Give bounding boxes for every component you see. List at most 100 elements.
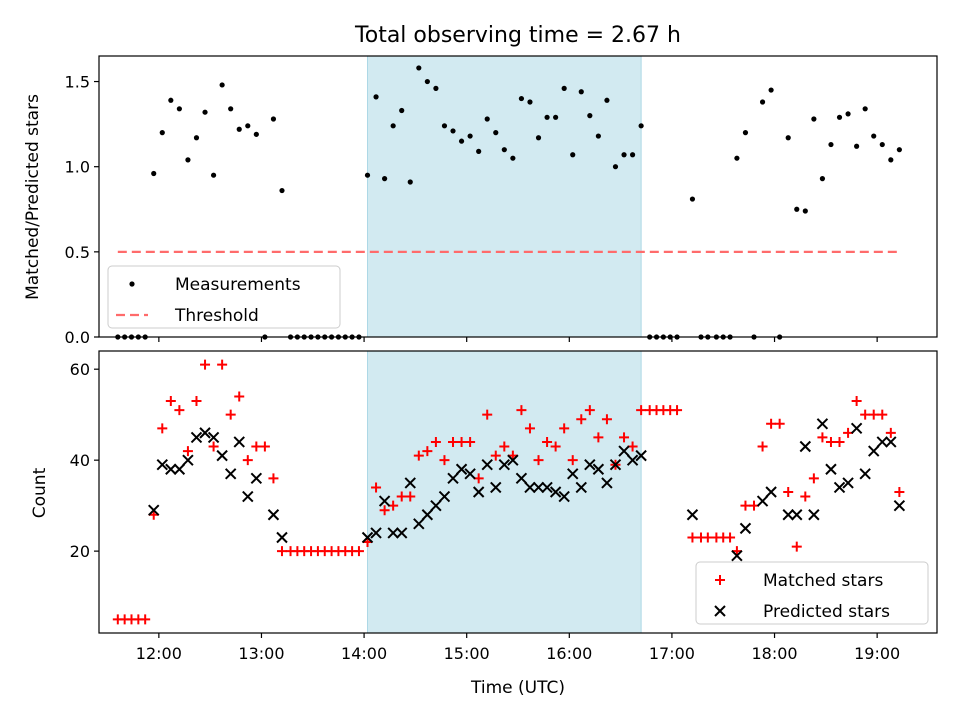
data-point (182, 446, 193, 457)
data-point (612, 164, 619, 170)
x-tick-label: 12:00 (136, 644, 182, 663)
data-point (888, 157, 894, 163)
data-point (601, 477, 613, 489)
data-point (876, 436, 888, 448)
data-point (276, 546, 287, 557)
data-point (638, 123, 644, 129)
data-point (765, 486, 777, 498)
data-point (725, 532, 736, 543)
x-tick-label: 14:00 (341, 644, 387, 663)
data-point (567, 468, 579, 480)
data-point (686, 509, 699, 521)
data-point (399, 107, 405, 114)
data-point (811, 116, 817, 122)
data-point (689, 196, 696, 202)
y-tick-label: 40 (70, 451, 90, 470)
data-point (817, 432, 828, 443)
data-point (518, 95, 525, 102)
highlight-span (367, 55, 642, 338)
data-point (533, 455, 544, 466)
x-tick-label: 17:00 (649, 644, 695, 663)
data-point (629, 152, 636, 158)
data-point (165, 396, 176, 407)
data-point (794, 206, 800, 212)
data-point (225, 409, 236, 420)
y-tick-label: 1.5 (65, 73, 90, 92)
data-point (731, 549, 743, 562)
data-point (395, 527, 408, 539)
data-point (190, 431, 203, 444)
data-point (210, 172, 217, 178)
data-point (584, 405, 595, 416)
data-point (859, 468, 871, 480)
data-point (159, 130, 165, 136)
data-point (561, 85, 567, 91)
data-point (816, 418, 829, 430)
data-point (535, 135, 542, 141)
legend-box (695, 561, 929, 625)
data-point (202, 109, 208, 115)
data-point (234, 391, 245, 402)
data-point (860, 409, 871, 420)
series-measurements (115, 65, 902, 340)
data-point (207, 431, 220, 444)
data-point (208, 441, 219, 452)
data-point (524, 481, 536, 494)
data-point (808, 509, 820, 521)
data-point (894, 487, 905, 497)
data-point (148, 504, 160, 516)
axes-frame (98, 350, 938, 634)
data-point (448, 436, 459, 447)
data-point (524, 423, 535, 434)
data-point (515, 472, 528, 485)
legend-label: Matched stars (763, 571, 883, 591)
data-point (734, 155, 740, 161)
data-point (464, 468, 476, 480)
data-point (871, 133, 877, 139)
data-point (438, 490, 451, 503)
data-point (498, 459, 511, 471)
data-point (802, 208, 808, 214)
data-point (396, 491, 407, 502)
top-panel: 0.0 0.5 1.0 1.5 Measurements Threshold (65, 55, 938, 347)
data-point (482, 409, 493, 420)
data-point (532, 481, 545, 494)
data-point (157, 423, 168, 434)
data-point (422, 446, 433, 457)
data-point (774, 418, 785, 429)
data-point (199, 427, 211, 439)
data-point (228, 106, 234, 112)
data-point (371, 482, 382, 493)
data-point (618, 445, 630, 457)
data-point (636, 405, 647, 416)
data-point (242, 455, 253, 466)
y-tick-label: 60 (70, 360, 90, 379)
data-point (836, 114, 843, 120)
data-point (550, 441, 561, 452)
data-point (472, 486, 485, 498)
data-point (672, 405, 683, 416)
legend-label: Threshold (174, 306, 259, 326)
y-tick-label: 0.0 (65, 328, 90, 347)
data-point (558, 490, 570, 503)
data-point (740, 500, 751, 511)
legend-marker (715, 575, 725, 585)
data-point (782, 509, 794, 521)
x-tick-label: 13:00 (238, 644, 284, 663)
data-point (785, 135, 791, 141)
data-point (702, 532, 713, 543)
data-point (842, 477, 854, 489)
legend-box (107, 265, 341, 329)
data-point (578, 89, 584, 95)
data-point (791, 541, 802, 552)
data-point (456, 436, 467, 447)
data-point (176, 106, 182, 112)
data-point (570, 152, 576, 158)
top-chart-title: Total observing time = 2.67 h (354, 23, 681, 48)
axes-frame (98, 55, 938, 338)
data-point (270, 116, 277, 122)
legend: Matched stars Predicted stars (695, 561, 929, 625)
data-point (893, 499, 906, 512)
data-point (405, 491, 416, 502)
data-point (541, 481, 553, 494)
